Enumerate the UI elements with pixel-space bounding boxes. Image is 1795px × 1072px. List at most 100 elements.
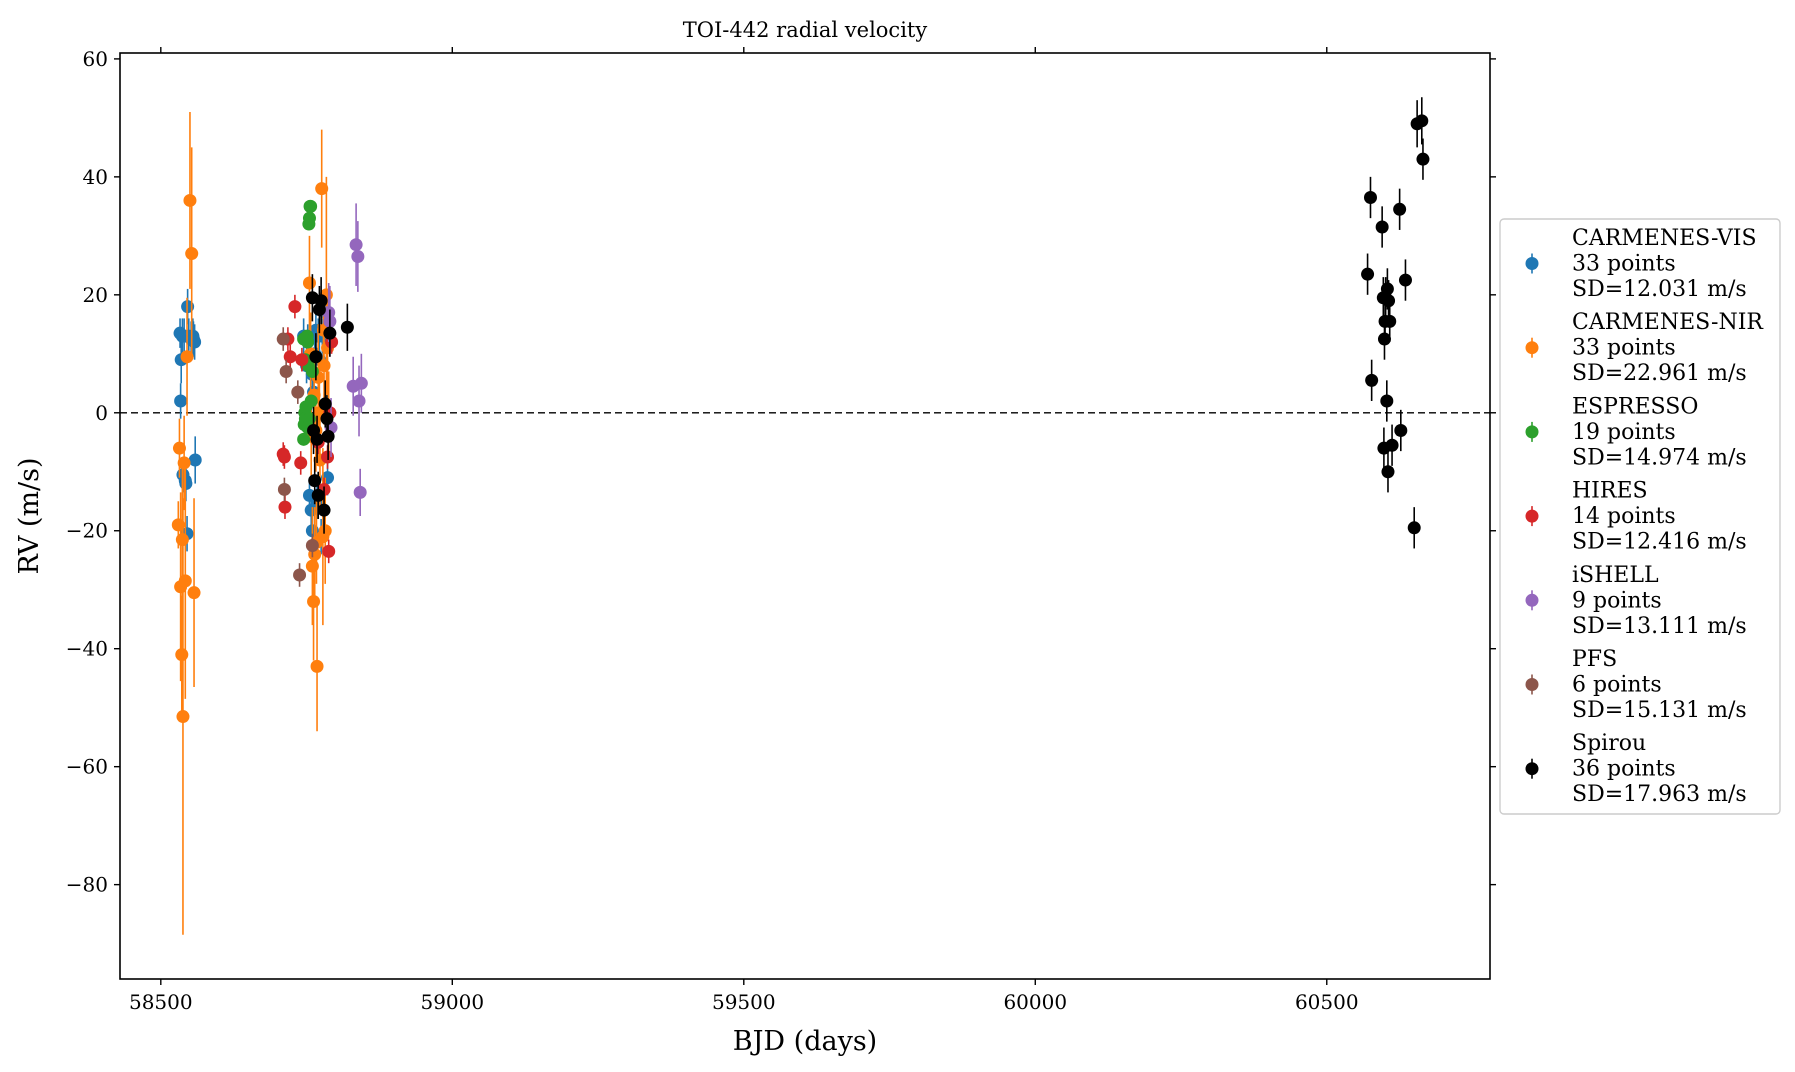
x-tick-label: 59000 [420, 990, 484, 1014]
legend-name: iSHELL [1572, 563, 1659, 588]
legend-sd-label: SD=12.416 m/s [1572, 530, 1747, 555]
legend-name: CARMENES-NIR [1572, 310, 1764, 335]
x-tick-label: 59500 [712, 990, 776, 1014]
legend-count-label: 6 points [1572, 673, 1662, 698]
legend-marker [1525, 341, 1539, 355]
series-hires [276, 294, 339, 564]
data-point [314, 294, 328, 308]
legend-sd-label: SD=14.974 m/s [1572, 445, 1747, 470]
data-point [1383, 314, 1397, 328]
legend-count-label: 14 points [1572, 504, 1676, 529]
data-point [1415, 114, 1429, 128]
legend-count-label: 19 points [1572, 420, 1676, 445]
data-point [1380, 282, 1394, 296]
data-point [354, 376, 368, 390]
data-point [291, 385, 305, 399]
data-point [320, 412, 334, 426]
legend-marker [1525, 678, 1539, 691]
data-point [307, 595, 321, 609]
data-point [288, 300, 302, 314]
data-point [1363, 191, 1377, 205]
x-axis-ticks: 58500 59000 59500 60000 60500 [129, 47, 1359, 1014]
data-point [318, 397, 332, 411]
data-point [277, 450, 291, 464]
chart-title: TOI-442 radial velocity [683, 18, 928, 42]
x-axis-label: BJD (days) [733, 1026, 877, 1057]
legend-sd-label: SD=15.131 m/s [1572, 698, 1747, 723]
data-point [1385, 438, 1399, 452]
legend-name: HIRES [1572, 479, 1648, 504]
data-point [353, 485, 367, 499]
data-point [304, 199, 318, 213]
data-point [340, 320, 354, 334]
y-axis-label: RV (m/s) [14, 457, 45, 574]
legend-name: PFS [1572, 647, 1617, 672]
data-point [311, 488, 325, 502]
data-point [1407, 521, 1421, 535]
legend-marker [1525, 425, 1539, 439]
data-point [304, 394, 318, 408]
data-point [279, 364, 293, 378]
data-point [315, 182, 329, 196]
data-point [294, 456, 308, 470]
data-point [318, 524, 332, 538]
data-point [302, 276, 316, 290]
legend-name: CARMENES-VIS [1572, 226, 1757, 251]
legend-marker [1525, 593, 1539, 607]
legend-count-label: 33 points [1572, 336, 1676, 361]
legend-count-label: 33 points [1572, 252, 1676, 277]
data-point [277, 482, 291, 496]
data-point [1393, 202, 1407, 216]
data-point [1416, 152, 1430, 166]
data-point [185, 247, 199, 261]
y-tick-label: 20 [83, 283, 108, 307]
data-point [283, 350, 297, 364]
y-tick-label: −80 [66, 873, 108, 897]
data-point [317, 503, 331, 517]
data-point [176, 710, 190, 724]
y-tick-label: −20 [66, 519, 108, 543]
data-point [351, 249, 365, 263]
data-point [295, 353, 309, 367]
data-point [276, 332, 290, 346]
data-points [171, 97, 1430, 935]
data-point [1365, 373, 1379, 387]
y-tick-label: 40 [83, 165, 108, 189]
data-point [1361, 267, 1375, 281]
legend-count-label: 36 points [1572, 757, 1676, 782]
series-pfs [276, 327, 319, 587]
legend-sd-label: SD=17.963 m/s [1572, 782, 1747, 807]
series-spirou [305, 97, 1430, 549]
legend-sd-label: SD=22.961 m/s [1572, 361, 1747, 386]
data-point [308, 474, 322, 488]
data-point [180, 350, 194, 364]
data-point [297, 432, 311, 446]
y-tick-label: −60 [66, 755, 108, 779]
data-point [310, 432, 324, 446]
data-point [1382, 294, 1396, 308]
data-point [1380, 394, 1394, 408]
data-point [171, 518, 185, 532]
legend-name: Spirou [1572, 731, 1646, 756]
legend-marker [1525, 509, 1539, 523]
legend-box [1499, 218, 1781, 815]
y-axis-ticks: −80 −60 −40 −20 0 20 40 60 [66, 47, 1496, 897]
data-point [172, 441, 186, 455]
data-point [1394, 423, 1408, 437]
data-point [349, 238, 363, 252]
data-point [175, 648, 189, 662]
data-point [323, 326, 337, 340]
data-point [322, 544, 336, 558]
data-point [188, 335, 202, 349]
y-tick-label: 0 [95, 401, 108, 425]
data-point [352, 394, 366, 408]
legend-sd-label: SD=12.031 m/s [1572, 277, 1747, 302]
data-point [305, 364, 319, 378]
data-point [178, 574, 192, 588]
